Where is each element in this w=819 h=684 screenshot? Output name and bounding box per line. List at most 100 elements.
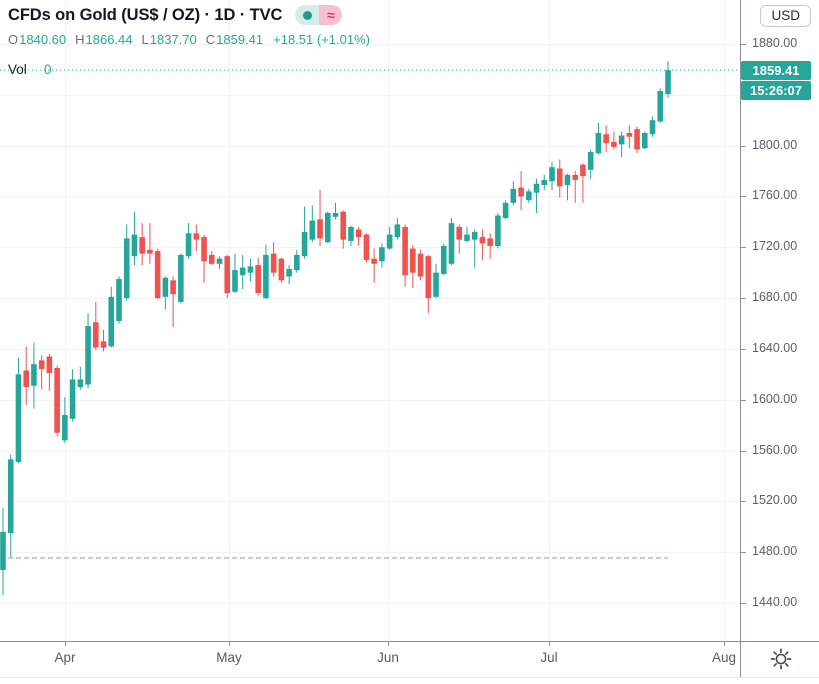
candle: [425, 254, 432, 314]
candle: [116, 276, 122, 324]
candle: [533, 178, 540, 213]
candle: [580, 163, 586, 203]
candle: [379, 243, 385, 268]
candle: [178, 253, 184, 304]
candle: [100, 329, 107, 352]
ohlc-row: O1840.60 H1866.44 L1837.70 C1859.41 +18.…: [8, 32, 370, 47]
candle: [139, 223, 145, 266]
price-axis-label: 1720.00: [752, 239, 798, 254]
symbol-title[interactable]: CFDs on Gold (US$ / OZ) · 1D · TVC: [8, 5, 283, 24]
volume-row: Vol 0: [8, 62, 52, 77]
candle: [239, 254, 246, 290]
candle: [147, 223, 153, 264]
bottom-border: [0, 677, 819, 678]
time-axis-label: Apr: [54, 650, 76, 665]
candle: [440, 243, 447, 276]
candle: [541, 174, 548, 191]
price-axis-label: 1640.00: [752, 340, 798, 355]
candle: [433, 263, 439, 299]
candle: [208, 251, 215, 266]
price-axis-label: 1440.00: [752, 594, 798, 609]
candle: [270, 242, 277, 277]
candle: [402, 224, 408, 287]
candle: [38, 355, 45, 390]
candle: [170, 276, 176, 328]
candle: [0, 507, 6, 596]
candle: [618, 131, 625, 158]
candle: [410, 244, 416, 288]
candle: [123, 224, 130, 301]
status-badge-pill[interactable]: ≈: [295, 5, 343, 25]
time-axis-label: Jul: [540, 650, 558, 665]
candle: [556, 159, 563, 198]
candle: [31, 342, 37, 409]
candle: [46, 353, 53, 391]
price-scale-settings-button[interactable]: [758, 645, 804, 673]
candle: [657, 88, 664, 123]
candle: [371, 248, 377, 283]
low-label: L: [141, 32, 149, 47]
price-badge: 1859.41: [741, 60, 811, 80]
candle: [487, 233, 493, 259]
candle: [324, 211, 331, 244]
candle: [626, 125, 633, 149]
candle: [62, 397, 68, 443]
candle: [603, 125, 609, 152]
candle: [417, 249, 424, 281]
low-value: 1837.70: [149, 32, 197, 47]
candle: [479, 229, 486, 260]
candle: [502, 200, 509, 220]
chart-header: CFDs on Gold (US$ / OZ) · 1D · TVC ≈: [8, 5, 343, 25]
candle: [340, 210, 347, 249]
candle: [611, 131, 617, 150]
volume-value: 0: [44, 62, 52, 77]
candle: [642, 131, 648, 150]
candle: [247, 258, 254, 282]
candle: [456, 224, 463, 254]
candle: [510, 181, 517, 206]
candle: [355, 226, 362, 247]
candle: [92, 301, 99, 351]
price-axis[interactable]: 1880.001840.001800.001760.001720.001680.…: [740, 0, 819, 641]
time-axis[interactable]: Apr May Jun Jul Aug: [0, 642, 740, 677]
candle: [649, 116, 656, 137]
candle: [69, 369, 76, 422]
candle: [108, 286, 115, 348]
candle: [255, 257, 261, 296]
candle: [587, 149, 594, 179]
candle: [185, 223, 192, 259]
time-axis-label: Jun: [377, 650, 399, 665]
open-value: 1840.60: [19, 32, 67, 47]
market-status-badge: [295, 5, 320, 25]
high-value: 1866.44: [85, 32, 133, 47]
time-axis-label: Aug: [711, 650, 737, 665]
countdown-badge: 15:26:07: [741, 80, 811, 100]
candle: [464, 226, 470, 243]
candle: [386, 226, 393, 250]
time-axis-separator: [0, 641, 819, 642]
candle: [394, 218, 401, 240]
candle: [518, 171, 524, 211]
candle: [193, 224, 200, 252]
currency-button[interactable]: USD: [760, 5, 811, 27]
candle: [549, 162, 555, 191]
candle: [286, 265, 292, 285]
close-label: C: [205, 32, 216, 47]
candle: [665, 61, 671, 98]
candle: [595, 122, 602, 155]
candle: [232, 253, 238, 294]
candle: [317, 190, 323, 247]
delayed-data-badge: ≈: [319, 5, 343, 25]
candle: [471, 229, 478, 268]
market-open-dot-icon: [302, 10, 312, 20]
price-axis-separator: [740, 0, 741, 677]
candle: [23, 346, 29, 405]
candle: [77, 366, 84, 390]
candle: [7, 454, 14, 558]
candle: [216, 256, 223, 269]
candle: [201, 234, 207, 283]
open-label: O: [8, 32, 19, 47]
sun-icon: [770, 648, 792, 670]
